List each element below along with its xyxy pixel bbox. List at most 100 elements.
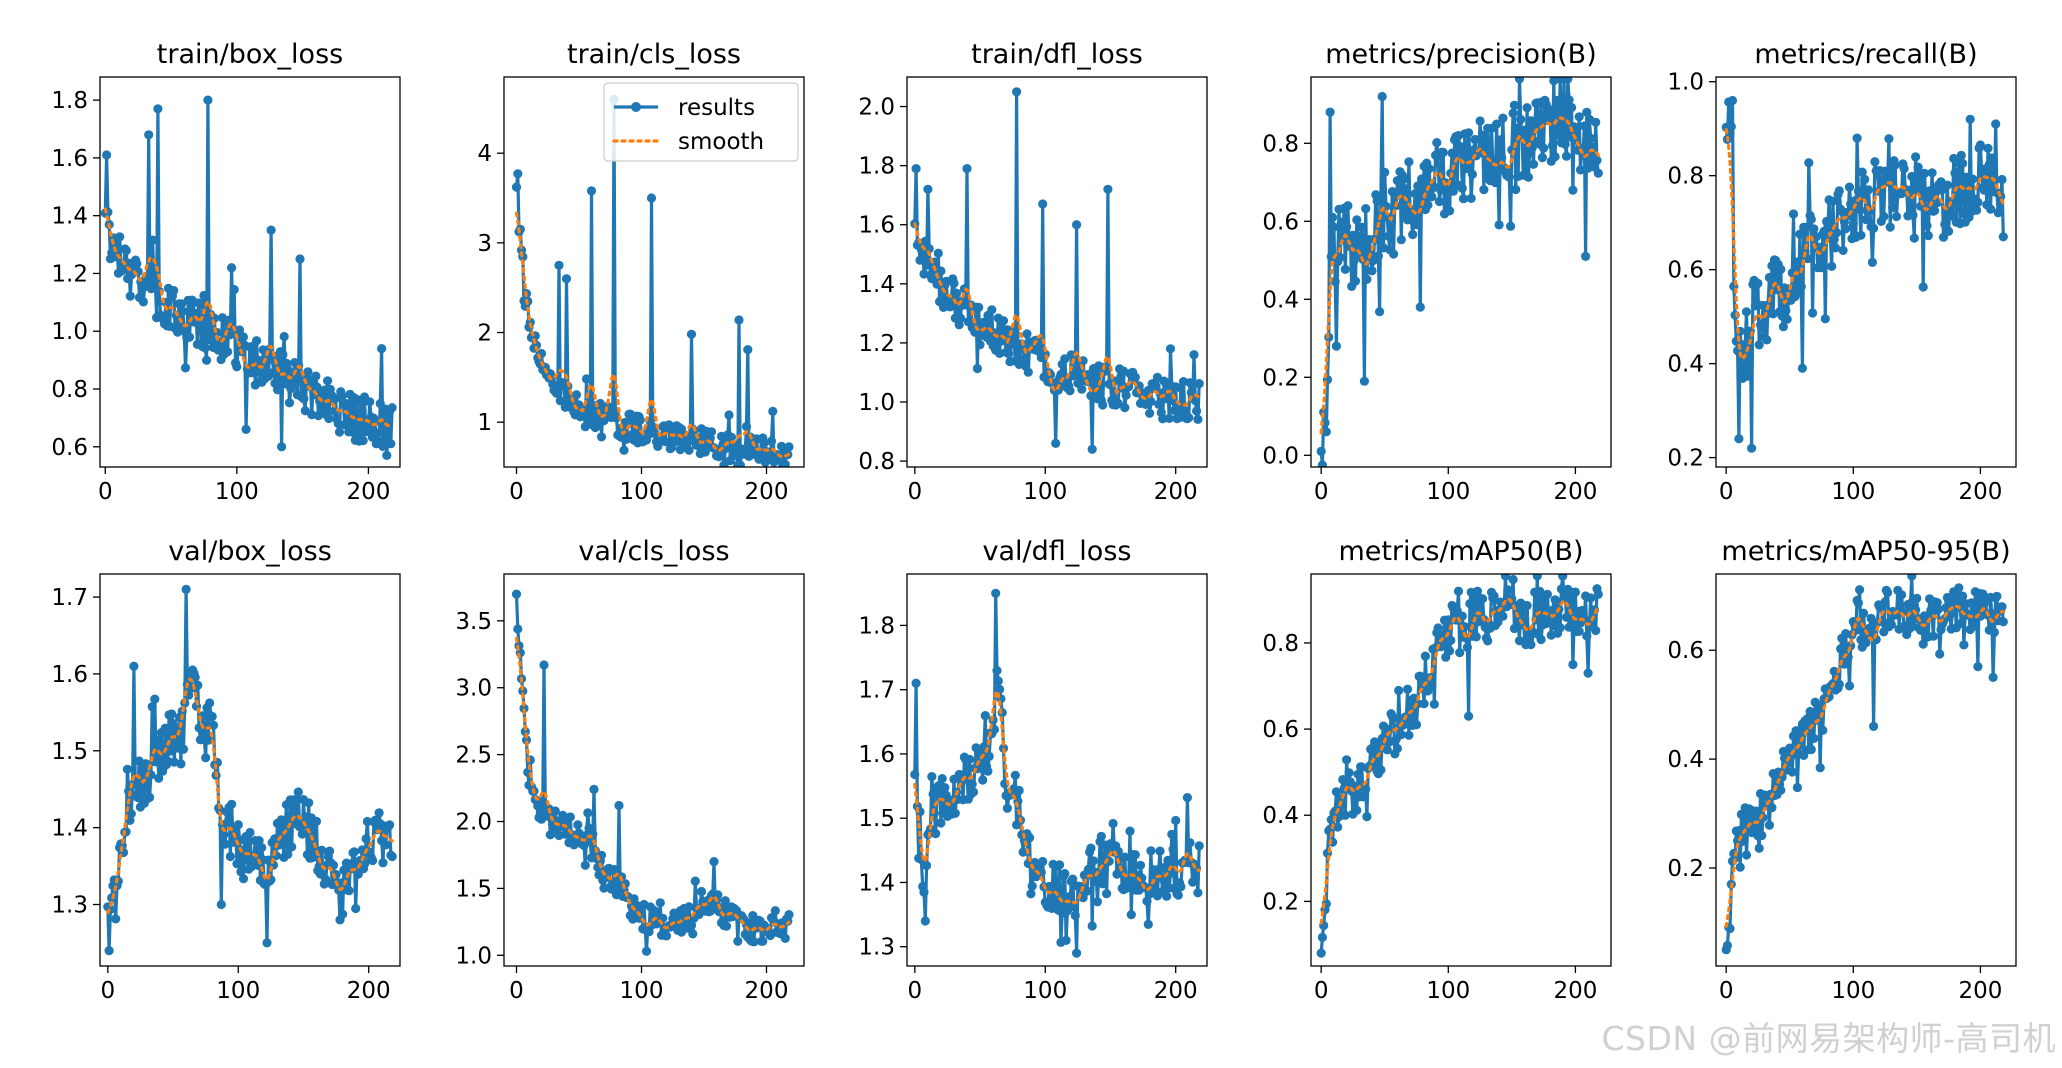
results-point	[720, 444, 730, 454]
results-point	[1806, 214, 1816, 224]
results-point	[279, 331, 289, 342]
axes-frame	[906, 573, 1208, 967]
panel-title: train/cls_loss	[567, 39, 741, 70]
results-point	[1438, 147, 1448, 157]
results-point	[1861, 638, 1871, 648]
results-point	[1952, 168, 1963, 178]
results-point	[1130, 372, 1140, 382]
results-point	[1331, 787, 1341, 797]
results-point	[1424, 164, 1434, 174]
results-point	[266, 225, 276, 235]
results-point	[1352, 805, 1362, 815]
results-point	[341, 399, 351, 409]
results-point	[1852, 133, 1862, 143]
results-point	[1989, 627, 1999, 638]
results-point	[1509, 100, 1519, 110]
smooth-line	[514, 636, 791, 933]
y-tick-label: 0.6	[1667, 258, 1704, 284]
results-point	[1927, 168, 1937, 178]
y-tick-label: 1.2	[51, 261, 88, 287]
results-point	[1357, 222, 1367, 232]
results-point	[1383, 231, 1394, 241]
y-tick-label: 0.6	[1667, 638, 1704, 664]
results-point	[1335, 252, 1345, 263]
plot-area	[103, 584, 397, 956]
results-point	[1411, 720, 1422, 730]
results-point	[1192, 406, 1202, 416]
results-point	[1987, 153, 1997, 163]
results-point	[1162, 891, 1172, 901]
results-point	[1176, 882, 1186, 892]
results-point	[254, 836, 264, 846]
results-point	[1848, 219, 1858, 229]
results-point	[1415, 302, 1425, 312]
results-point	[303, 367, 313, 377]
axes-frame	[503, 573, 805, 967]
results-point	[724, 410, 734, 420]
results-point	[919, 887, 929, 897]
y-tick-label: 1.3	[858, 935, 895, 961]
results-point	[1456, 142, 1466, 152]
y-tick-label: 1.7	[51, 585, 88, 611]
results-point	[1490, 177, 1500, 188]
results-point	[993, 676, 1003, 686]
results-point	[1066, 350, 1076, 360]
results-point	[1146, 396, 1156, 407]
results-point	[289, 795, 299, 805]
results-point	[208, 720, 219, 730]
results-point	[1392, 743, 1402, 754]
results-point	[1342, 222, 1352, 232]
results-point	[780, 933, 790, 944]
results-point	[1568, 185, 1578, 195]
results-point	[706, 427, 717, 437]
results-point	[1968, 174, 1978, 184]
results-point	[1317, 460, 1327, 467]
results-point	[991, 588, 1001, 598]
results-point	[291, 377, 301, 387]
results-point	[1498, 611, 1508, 621]
results-point	[1818, 725, 1828, 735]
x-tick-label: 200	[1154, 978, 1198, 1004]
results-point	[784, 910, 794, 920]
results-point	[975, 340, 985, 350]
panel-metrics-map50-b: metrics/mAP50(B) 0 100 200 0.2 0.4 0.6 0.8	[1262, 536, 1612, 1004]
results-point	[1091, 371, 1101, 381]
results-point	[1503, 585, 1513, 595]
results-point	[1453, 586, 1464, 596]
results-point	[125, 291, 135, 301]
results-point	[910, 769, 920, 780]
results-point	[1479, 185, 1489, 195]
results-point	[1973, 197, 1983, 207]
results-point	[1068, 874, 1078, 884]
results-point	[1570, 587, 1580, 597]
results-point	[1568, 659, 1578, 670]
panel-title: metrics/mAP50-95(B)	[1721, 536, 2010, 567]
results-point	[940, 783, 950, 793]
y-tick-label: 0.6	[1262, 209, 1299, 235]
results-point	[619, 445, 629, 455]
results-point	[325, 846, 335, 856]
results-point	[1561, 612, 1572, 622]
results-point	[1498, 113, 1508, 123]
results-point	[1120, 403, 1130, 413]
plot-area	[1316, 574, 1603, 958]
results-point	[1997, 602, 2007, 612]
results-point	[1404, 730, 1414, 740]
results-point	[1396, 235, 1406, 245]
x-tick-label: 0	[1314, 978, 1329, 1004]
results-point	[287, 842, 297, 852]
results-point	[1547, 140, 1558, 151]
results-point	[257, 843, 267, 853]
results-point	[1869, 223, 1879, 233]
x-tick-label: 100	[1023, 978, 1067, 1004]
results-point	[1429, 699, 1439, 709]
results-point	[650, 907, 660, 917]
panel-val-box-loss: val/box_loss 0 100 200 1.3 1.4 1.5 1.6 1.7	[51, 536, 401, 1004]
results-point	[1108, 818, 1118, 829]
results-point	[1013, 352, 1023, 362]
results-point	[1321, 427, 1331, 437]
results-point	[1389, 713, 1399, 724]
results-point	[1464, 711, 1474, 721]
results-point	[1099, 874, 1109, 884]
results-point	[1466, 193, 1476, 203]
